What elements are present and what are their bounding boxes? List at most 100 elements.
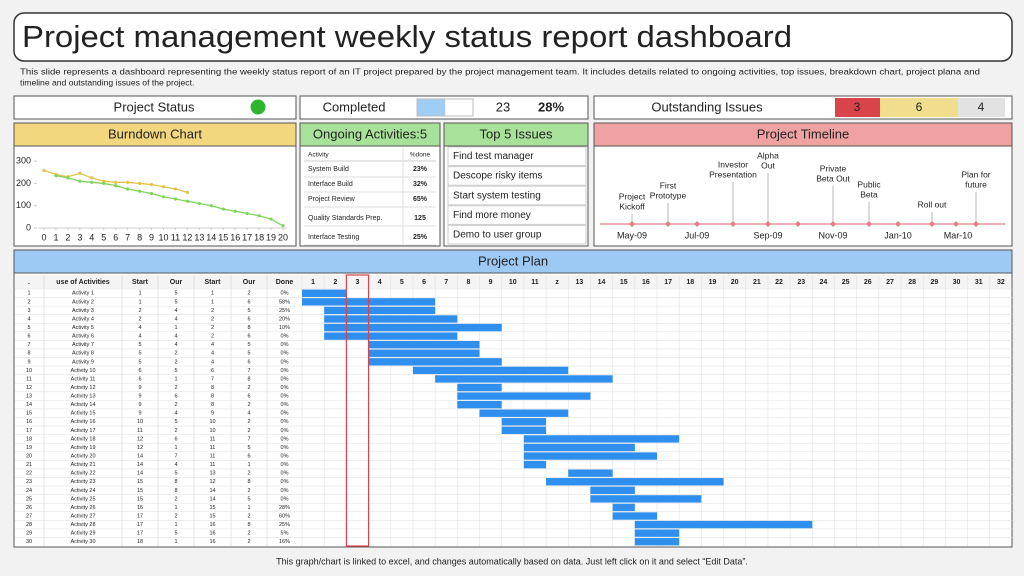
milestone-marker	[973, 221, 979, 227]
cell: 25%	[279, 522, 290, 528]
week-header: z	[555, 279, 559, 286]
cell: 2	[27, 299, 30, 305]
panel-header	[299, 122, 441, 147]
cell: 5	[247, 445, 250, 451]
milestone-marker	[629, 221, 635, 227]
x-tick-label: 7	[125, 232, 130, 242]
cell: 2	[138, 316, 141, 322]
cell: 6	[138, 368, 141, 374]
panel-header	[13, 249, 1013, 274]
cell: 8	[211, 394, 214, 400]
cell: Activity 1	[72, 291, 94, 297]
issue-count: 6	[916, 100, 923, 114]
issue-cell	[958, 98, 1005, 117]
milestone-marker	[866, 221, 872, 227]
cell: Activity 28	[70, 522, 95, 528]
cell: 5	[174, 299, 177, 305]
burndown-point	[233, 209, 237, 213]
burndown-point	[78, 171, 82, 175]
cell: 5	[138, 359, 141, 365]
cell: 14	[137, 454, 143, 460]
cell: Activity 16	[70, 419, 95, 425]
column-header: Our	[243, 279, 256, 286]
cell: 18	[137, 539, 143, 545]
panel-header	[593, 122, 1013, 147]
x-tick-label: 14	[206, 232, 216, 242]
cell: Activity 14	[70, 402, 95, 408]
cell: 22	[26, 471, 32, 477]
gantt-bar	[590, 495, 702, 503]
cell: 60%	[279, 513, 290, 519]
cell: 0%	[281, 368, 289, 374]
cell: 6	[247, 299, 250, 305]
cell: 18	[26, 436, 32, 442]
issue-count: 4	[978, 100, 985, 114]
cell: Activity 9	[72, 359, 94, 365]
cell: 0%	[281, 359, 289, 365]
issue-item: Start system testing	[453, 190, 541, 201]
issue-row	[447, 224, 587, 245]
cell: 4	[211, 359, 214, 365]
week-header: 18	[686, 279, 694, 286]
event-label: Beta	[860, 189, 878, 199]
cell: 0%	[281, 342, 289, 348]
gantt-bar	[412, 366, 569, 375]
cell: 2	[211, 325, 214, 331]
cell: 8	[247, 325, 250, 331]
cell: Activity 20	[70, 454, 95, 460]
cell: 7	[211, 376, 214, 382]
milestone-marker	[953, 221, 959, 227]
week-header: 19	[709, 279, 717, 286]
cell: 0%	[281, 462, 289, 468]
week-header: 21	[753, 279, 761, 286]
burndown-point	[138, 181, 142, 186]
event-label: Plan for	[961, 169, 990, 179]
cell: 16	[209, 522, 215, 528]
status-indicator	[250, 99, 266, 115]
column-header: Start	[132, 279, 149, 286]
burndown-point	[185, 190, 189, 194]
week-header: 26	[864, 279, 872, 286]
week-header: 17	[664, 279, 672, 286]
status-label: Project Status	[114, 99, 195, 114]
cell: 5	[174, 291, 177, 297]
cell: 1	[138, 299, 141, 305]
activity-done: 125	[414, 215, 426, 222]
burndown-point	[149, 191, 154, 196]
week-header: 5	[400, 279, 404, 286]
gantt-bar	[479, 409, 569, 417]
x-tick-label: 17	[242, 232, 252, 242]
cell: 0%	[281, 402, 289, 408]
cell: 14	[209, 488, 215, 494]
cell: 1	[174, 445, 177, 451]
cell: 6	[138, 376, 141, 382]
cell: 12	[137, 445, 143, 451]
burndown-point	[42, 168, 46, 173]
x-tick-label: 12	[182, 232, 192, 242]
cell: 11	[26, 376, 32, 382]
cell: 0%	[281, 445, 289, 451]
x-tick-label: 1	[53, 232, 58, 242]
cell: Activity 4	[72, 316, 94, 322]
cell: Activity 2	[72, 299, 94, 305]
cell: 5%	[281, 531, 289, 537]
burndown-point	[197, 201, 201, 206]
cell: 5	[247, 342, 250, 348]
cell: Activity 3	[72, 308, 94, 314]
cell: 2	[247, 539, 250, 545]
cell: 0%	[281, 479, 289, 485]
cell: Activity 24	[70, 488, 95, 494]
cell: 2	[247, 471, 250, 477]
title-box	[13, 12, 1013, 62]
cell: 19	[26, 445, 32, 451]
week-header: 32	[997, 279, 1005, 286]
issue-cell	[880, 98, 958, 117]
gantt-bar	[568, 469, 613, 477]
burndown-point	[173, 187, 178, 191]
event-label: Kickoff	[619, 201, 645, 211]
burndown-point	[54, 174, 58, 178]
cell: 15	[137, 496, 143, 502]
cell: 2	[174, 428, 177, 434]
week-header: 15	[620, 279, 628, 286]
